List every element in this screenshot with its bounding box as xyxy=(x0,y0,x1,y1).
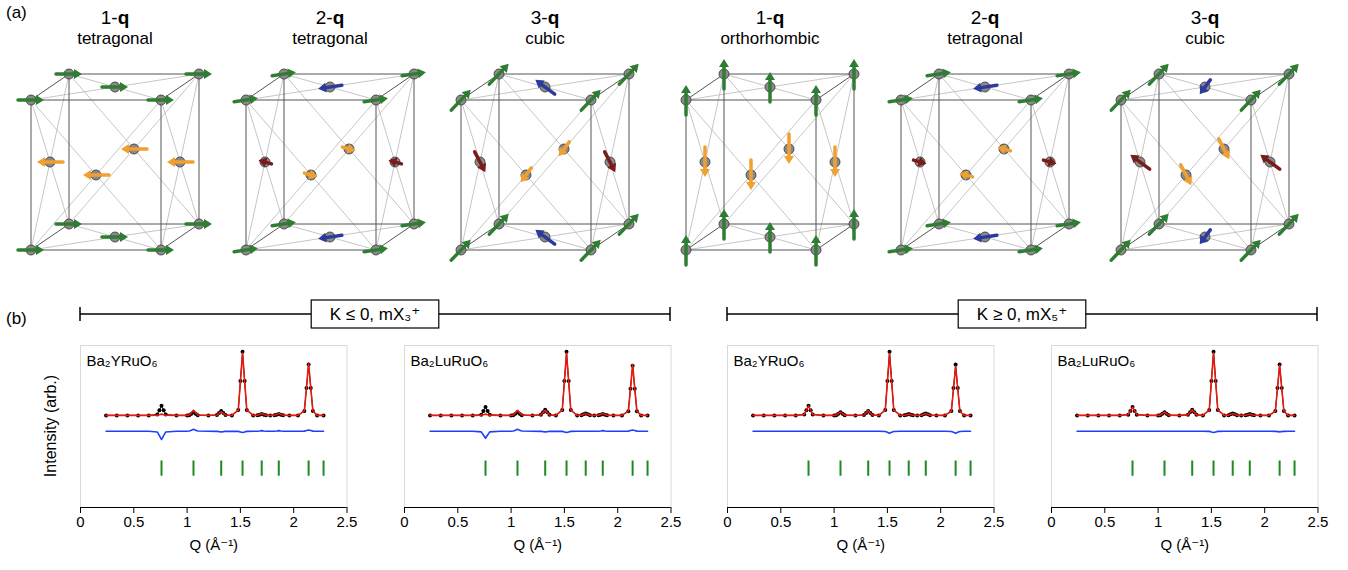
svg-text:K ≤ 0, mX₃⁺: K ≤ 0, mX₃⁺ xyxy=(330,305,420,324)
svg-text:1: 1 xyxy=(1153,513,1161,530)
svg-text:Ba₂YRuO₆: Ba₂YRuO₆ xyxy=(734,352,805,369)
svg-text:0: 0 xyxy=(400,513,408,530)
svg-text:tetragonal: tetragonal xyxy=(77,29,153,48)
svg-text:1.5: 1.5 xyxy=(1200,513,1221,530)
svg-text:1-q: 1-q xyxy=(101,7,130,28)
svg-text:Q (Å⁻¹): Q (Å⁻¹) xyxy=(836,536,885,553)
svg-text:1.5: 1.5 xyxy=(230,513,251,530)
svg-text:0: 0 xyxy=(1047,513,1055,530)
svg-text:2: 2 xyxy=(1260,513,1268,530)
svg-text:2.5: 2.5 xyxy=(984,513,1005,530)
svg-text:0: 0 xyxy=(723,513,731,530)
svg-text:2: 2 xyxy=(937,513,945,530)
svg-text:2.5: 2.5 xyxy=(1307,513,1328,530)
svg-text:2.5: 2.5 xyxy=(660,513,681,530)
svg-text:2.5: 2.5 xyxy=(337,513,358,530)
svg-text:0: 0 xyxy=(76,513,84,530)
svg-text:3-q: 3-q xyxy=(531,7,560,28)
svg-text:0.5: 0.5 xyxy=(123,513,144,530)
svg-text:cubic: cubic xyxy=(525,29,565,48)
svg-text:1: 1 xyxy=(506,513,514,530)
svg-text:2: 2 xyxy=(290,513,298,530)
svg-text:0.5: 0.5 xyxy=(770,513,791,530)
svg-text:0.5: 0.5 xyxy=(1094,513,1115,530)
svg-text:orthorhombic: orthorhombic xyxy=(720,29,820,48)
svg-text:K ≥ 0, mX₅⁺: K ≥ 0, mX₅⁺ xyxy=(977,305,1067,324)
svg-text:(a): (a) xyxy=(6,3,27,22)
svg-text:2-q: 2-q xyxy=(971,7,1000,28)
svg-text:tetragonal: tetragonal xyxy=(292,29,368,48)
svg-text:1: 1 xyxy=(183,513,191,530)
svg-text:Q (Å⁻¹): Q (Å⁻¹) xyxy=(189,536,238,553)
svg-text:Q (Å⁻¹): Q (Å⁻¹) xyxy=(1160,536,1209,553)
svg-text:3-q: 3-q xyxy=(1191,7,1220,28)
svg-text:2: 2 xyxy=(613,513,621,530)
svg-text:(b): (b) xyxy=(6,309,27,328)
svg-text:0.5: 0.5 xyxy=(447,513,468,530)
svg-text:Ba₂LuRuO₆: Ba₂LuRuO₆ xyxy=(1057,352,1135,369)
svg-text:1.5: 1.5 xyxy=(553,513,574,530)
svg-text:1: 1 xyxy=(830,513,838,530)
svg-text:1.5: 1.5 xyxy=(877,513,898,530)
svg-text:tetragonal: tetragonal xyxy=(947,29,1023,48)
svg-text:Ba₂YRuO₆: Ba₂YRuO₆ xyxy=(87,352,158,369)
svg-text:1-q: 1-q xyxy=(756,7,785,28)
svg-text:Ba₂LuRuO₆: Ba₂LuRuO₆ xyxy=(410,352,488,369)
svg-text:cubic: cubic xyxy=(1185,29,1225,48)
svg-text:2-q: 2-q xyxy=(316,7,345,28)
svg-text:Intensity (arb.): Intensity (arb.) xyxy=(42,375,59,477)
svg-text:Q (Å⁻¹): Q (Å⁻¹) xyxy=(513,536,562,553)
